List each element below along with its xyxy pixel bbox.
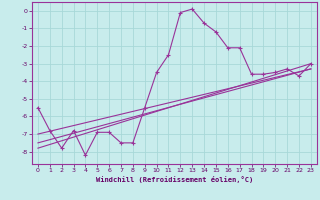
X-axis label: Windchill (Refroidissement éolien,°C): Windchill (Refroidissement éolien,°C)	[96, 176, 253, 183]
